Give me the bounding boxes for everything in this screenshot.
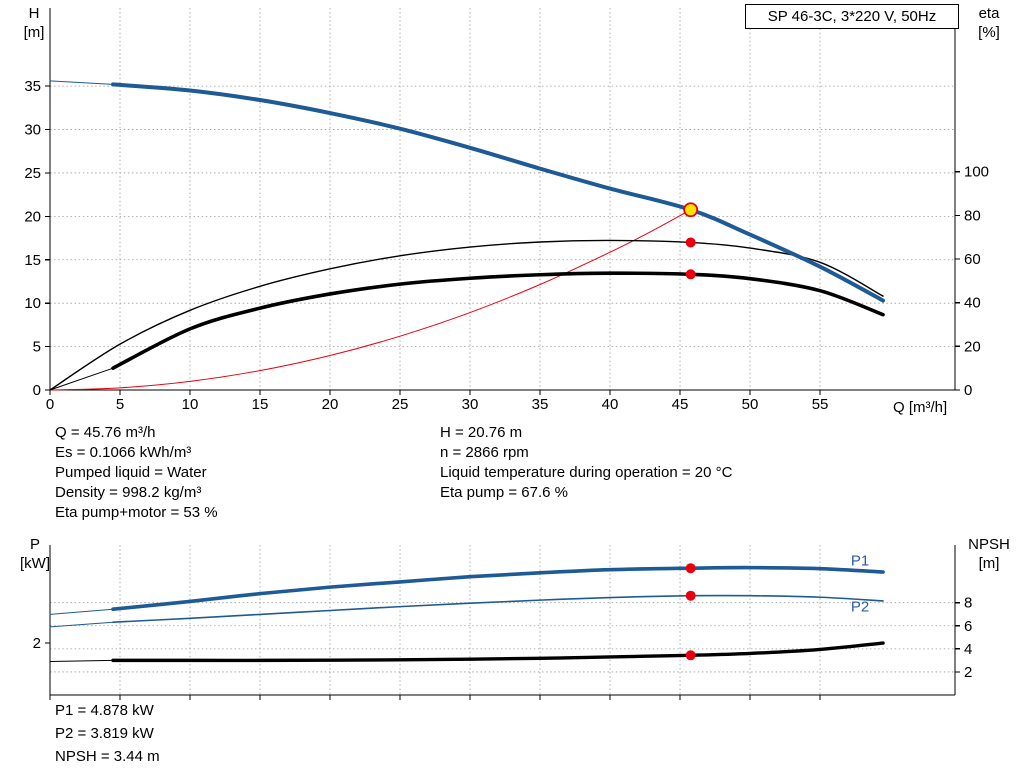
left-tick-label: 2 xyxy=(33,635,41,652)
q-axis-label: Q [m³/h] xyxy=(893,399,948,416)
h-axis-label: H [m] xyxy=(16,4,52,42)
x-tick-label: 15 xyxy=(252,396,269,413)
power-npsh-values: P1 = 4.878 kW P2 = 3.819 kW NPSH = 3.44 … xyxy=(55,699,160,768)
x-tick-label: 20 xyxy=(322,396,339,413)
right-tick-label: 100 xyxy=(964,164,989,181)
npsh-curve xyxy=(111,641,885,663)
p1-lead xyxy=(49,608,114,615)
x-tick-label: 10 xyxy=(182,396,199,413)
info-pumped-liquid: Pumped liquid = Water xyxy=(55,464,207,481)
chart-title-box: SP 46-3C, 3*220 V, 50Hz xyxy=(745,4,959,29)
x-tick-label: 40 xyxy=(602,396,619,413)
duty-point-marker xyxy=(683,202,699,218)
right-tick-label: 4 xyxy=(964,641,972,658)
h-axis-label-line1: H xyxy=(28,5,40,22)
right-tick-label: 8 xyxy=(964,595,972,612)
info-liquid-temperature: Liquid temperature during operation = 20… xyxy=(440,464,733,481)
left-tick-label: 15 xyxy=(24,252,41,269)
curve-label-p2: P2 xyxy=(851,598,869,615)
left-tick-label: 25 xyxy=(24,165,41,182)
x-tick-label: 35 xyxy=(532,396,549,413)
npsh-lead xyxy=(49,659,114,663)
p-axis-label: P [kW] xyxy=(12,535,58,573)
left-tick-label: 5 xyxy=(33,339,41,356)
p1-point xyxy=(685,563,696,574)
eta-pump-point xyxy=(685,237,696,248)
eta-axis-label: eta [%] xyxy=(968,4,1010,42)
info-p2: P2 = 3.819 kW xyxy=(55,725,154,742)
info-specific-energy: Es = 0.1066 kWh/m³ xyxy=(55,444,192,461)
p2-point xyxy=(685,590,696,601)
right-tick-label: 60 xyxy=(964,251,981,268)
right-tick-label: 80 xyxy=(964,207,981,224)
eta-axis-label-line1: eta xyxy=(978,5,1000,22)
info-density: Density = 998.2 kg/m³ xyxy=(55,484,202,501)
system-curve xyxy=(49,209,692,391)
info-head: H = 20.76 m xyxy=(440,424,523,441)
info-flow: Q = 45.76 m³/h xyxy=(55,424,156,441)
right-tick-label: 20 xyxy=(964,338,981,355)
left-tick-label: 30 xyxy=(24,122,41,139)
npsh-axis-label-line2: [m] xyxy=(978,555,1000,572)
p-axis-label-line1: P xyxy=(29,536,40,553)
duty-info-left-column: Q = 45.76 m³/h Es = 0.1066 kWh/m³ Pumped… xyxy=(55,423,218,523)
x-tick-label: 45 xyxy=(672,396,689,413)
qh-eta-chart: 0 5 10 15 20 25 30 35 40 45 50 55 0 5 10 15 20 25 30 35 0 20 4… xyxy=(24,8,989,413)
info-eta-pump: Eta pump = 67.6 % xyxy=(440,484,568,501)
eta-pump-motor-curve xyxy=(111,271,885,370)
left-tick-label: 35 xyxy=(24,78,41,95)
right-tick-label: 40 xyxy=(964,295,981,312)
info-speed: n = 2866 rpm xyxy=(440,444,529,461)
h-axis-label-line2: [m] xyxy=(23,24,45,41)
chart-title: SP 46-3C, 3*220 V, 50Hz xyxy=(767,8,937,25)
left-tick-label: 20 xyxy=(24,208,41,225)
info-npsh: NPSH = 3.44 m xyxy=(55,748,160,765)
head-curve-lead xyxy=(49,80,114,85)
info-p1: P1 = 4.878 kW xyxy=(55,702,154,719)
left-tick-label: 0 xyxy=(33,382,41,399)
eta-axis-label-line2: [%] xyxy=(978,24,1000,41)
npsh-axis-label: NPSH [m] xyxy=(960,535,1018,573)
eta-pump-motor-point xyxy=(685,269,696,280)
power-npsh-chart: 2 2 4 6 8 P1 P2 xyxy=(33,545,972,700)
right-tick-label: 0 xyxy=(964,382,972,399)
eta-pump-curve xyxy=(49,239,884,391)
head-curve xyxy=(111,82,886,303)
p2-curve xyxy=(112,594,884,624)
x-tick-label: 50 xyxy=(742,396,759,413)
right-tick-label: 2 xyxy=(964,664,972,681)
right-tick-label: 6 xyxy=(964,618,972,635)
x-tick-label: 55 xyxy=(812,396,829,413)
x-tick-label: 25 xyxy=(392,396,409,413)
left-tick-label: 10 xyxy=(24,295,41,312)
duty-info-right-column: H = 20.76 m n = 2866 rpm Liquid temperat… xyxy=(440,423,732,503)
x-tick-label: 30 xyxy=(462,396,479,413)
curve-label-p1: P1 xyxy=(851,553,869,570)
info-eta-pump-motor: Eta pump+motor = 53 % xyxy=(55,504,218,521)
x-tick-label: 5 xyxy=(116,396,124,413)
p2-lead xyxy=(49,621,114,628)
p-axis-label-line2: [kW] xyxy=(20,555,50,572)
npsh-point xyxy=(685,650,696,661)
eta-pump-motor-lead xyxy=(49,367,114,391)
x-tick-label: 0 xyxy=(46,396,54,413)
npsh-axis-label-line1: NPSH xyxy=(968,536,1010,553)
p1-curve xyxy=(111,565,885,612)
